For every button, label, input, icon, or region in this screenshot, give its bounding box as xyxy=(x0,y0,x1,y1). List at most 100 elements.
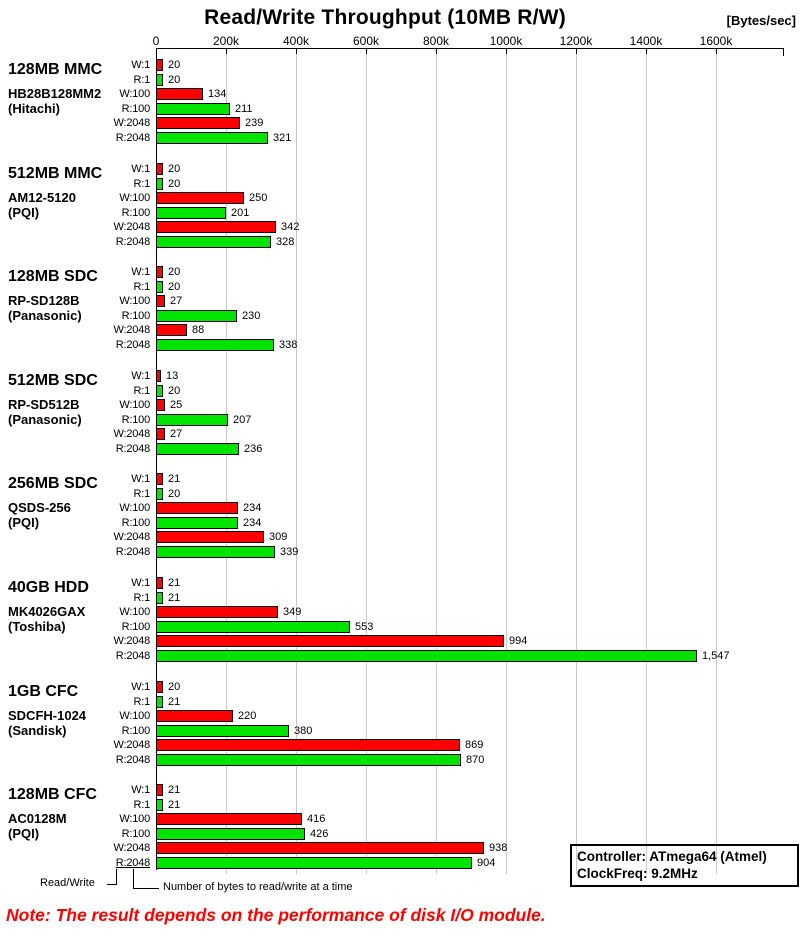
axis-tick-label: 1600k xyxy=(699,34,733,48)
bar-row-label: R:100 xyxy=(121,103,151,115)
bar-row-label: W:2048 xyxy=(113,739,150,751)
bar-value-label: 234 xyxy=(243,517,262,529)
write-bar xyxy=(156,842,484,854)
device-name: 128MB MMC xyxy=(8,61,103,78)
bar-value-label: 21 xyxy=(168,696,181,708)
bar-row-label: W:2048 xyxy=(113,221,150,233)
read-bar xyxy=(156,828,305,840)
bytes-count-callout-line xyxy=(133,869,159,889)
bar-value-label: 27 xyxy=(170,428,183,440)
axis-end-tick xyxy=(783,48,784,56)
bar-value-label: 994 xyxy=(509,635,528,647)
read-bar xyxy=(156,385,163,397)
bar-row-label: R:2048 xyxy=(115,546,150,558)
bar-value-label: 426 xyxy=(310,828,329,840)
axis-tick-label: 600k xyxy=(352,34,380,48)
bar-value-label: 328 xyxy=(276,236,295,248)
axis-tick xyxy=(226,48,227,54)
axis-tick-label: 1200k xyxy=(559,34,593,48)
device-vendor: (Toshiba) xyxy=(8,619,66,634)
read-bar xyxy=(156,725,289,737)
bar-row-label: R:100 xyxy=(121,621,151,633)
device-name: 512MB MMC xyxy=(8,165,103,182)
write-bar xyxy=(156,681,163,693)
bar-row-label: W:100 xyxy=(119,710,150,722)
device-model: MK4026GAX xyxy=(8,604,86,619)
bytes-count-callout-label: Number of bytes to read/write at a time xyxy=(163,881,353,893)
axis-tick-label: 800k xyxy=(422,34,450,48)
axis-tick-label: 0 xyxy=(152,34,160,48)
write-bar xyxy=(156,473,163,485)
device-model: RP-SD512B xyxy=(8,397,80,412)
device-name: 128MB SDC xyxy=(8,268,98,285)
bar-row-label: R:2048 xyxy=(115,650,150,662)
y-axis-line xyxy=(156,48,157,870)
write-bar xyxy=(156,739,460,751)
write-bar xyxy=(156,88,203,100)
x-axis-line xyxy=(156,48,784,49)
read-write-callout-line xyxy=(107,869,117,885)
device-model: QSDS-256 xyxy=(8,500,71,515)
bar-value-label: 20 xyxy=(168,59,181,71)
bar-value-label: 201 xyxy=(231,207,250,219)
read-bar xyxy=(156,207,226,219)
bar-value-label: 20 xyxy=(168,385,181,397)
bar-value-label: 236 xyxy=(244,443,263,455)
bar-value-label: 416 xyxy=(307,813,326,825)
read-bar xyxy=(156,650,697,662)
read-bar xyxy=(156,857,472,869)
bar-value-label: 349 xyxy=(283,606,302,618)
read-bar xyxy=(156,488,163,500)
device-name: 128MB CFC xyxy=(8,786,97,803)
bar-row-label: R:1 xyxy=(133,592,150,604)
clockfreq-label: ClockFreq: 9.2MHz xyxy=(577,866,698,881)
write-bar xyxy=(156,221,276,233)
device-name: 256MB SDC xyxy=(8,475,98,492)
bar-row-label: W:100 xyxy=(119,813,150,825)
write-bar xyxy=(156,813,302,825)
bar-row-label: W:100 xyxy=(119,502,150,514)
gridline xyxy=(436,48,437,874)
device-label-group: 128MB SDC RP-SD128B (Panasonic) xyxy=(8,268,150,323)
bar-row-label: W:100 xyxy=(119,295,150,307)
bar-row-label: R:2048 xyxy=(115,857,150,869)
bar-row-label: R:100 xyxy=(121,517,151,529)
read-bar xyxy=(156,236,271,248)
bar-row-label: R:100 xyxy=(121,828,151,840)
device-label-group: 128MB MMC HB28B128MM2 (Hitachi) xyxy=(8,61,150,116)
bar-value-label: 380 xyxy=(294,725,313,737)
bar-row-label: R:1 xyxy=(133,696,150,708)
device-vendor: (PQI) xyxy=(8,205,40,220)
bar-row-label: R:2048 xyxy=(115,236,150,248)
bar-value-label: 234 xyxy=(243,502,262,514)
gridline xyxy=(576,48,577,874)
read-bar xyxy=(156,414,228,426)
read-bar xyxy=(156,621,350,633)
bar-row-label: W:2048 xyxy=(113,324,150,336)
read-bar xyxy=(156,74,163,86)
read-write-callout-label: Read/Write xyxy=(40,877,95,889)
bar-row-label: R:1 xyxy=(133,74,150,86)
device-name: 1GB CFC xyxy=(8,683,79,700)
axis-tick xyxy=(576,48,577,54)
read-bar xyxy=(156,696,163,708)
device-vendor: (Panasonic) xyxy=(8,412,82,427)
bar-row-label: W:1 xyxy=(131,370,150,382)
bar-row-label: R:100 xyxy=(121,725,151,737)
bar-value-label: 869 xyxy=(465,739,484,751)
gridline xyxy=(296,48,297,874)
bar-value-label: 904 xyxy=(477,857,496,869)
read-bar xyxy=(156,103,230,115)
bar-value-label: 25 xyxy=(170,399,183,411)
read-bar xyxy=(156,546,275,558)
read-bar xyxy=(156,281,163,293)
footnote-note: Note: The result depends on the performa… xyxy=(6,905,546,925)
bar-row-label: W:2048 xyxy=(113,117,150,129)
device-label-group: 1GB CFC SDCFH-1024 (Sandisk) xyxy=(8,683,150,738)
bar-value-label: 230 xyxy=(242,310,261,322)
read-bar xyxy=(156,310,237,322)
write-bar xyxy=(156,399,165,411)
bar-row-label: R:1 xyxy=(133,385,150,397)
bar-row-label: R:2048 xyxy=(115,339,150,351)
axis-tick xyxy=(296,48,297,54)
